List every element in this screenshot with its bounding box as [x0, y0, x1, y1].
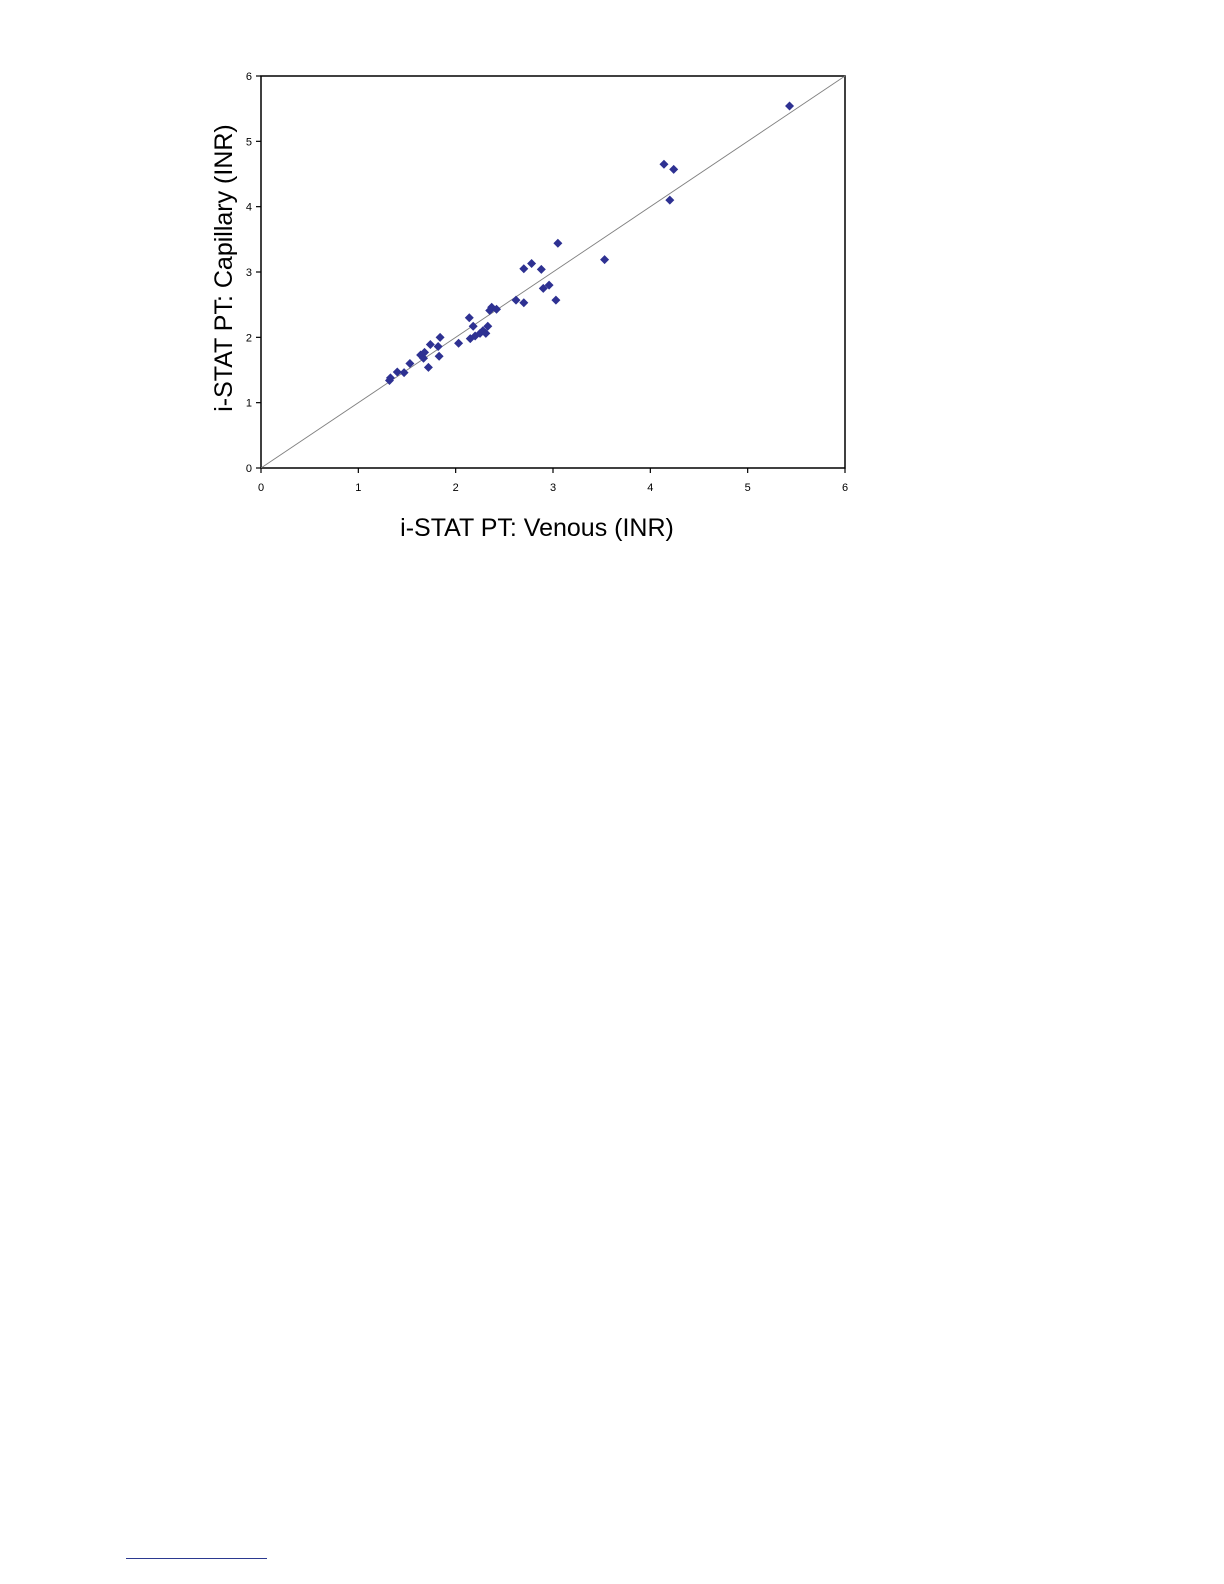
- y-axis: 0 1 2 3 4 5 6: [246, 71, 261, 475]
- data-point: [419, 353, 429, 363]
- data-point: [785, 101, 795, 111]
- footnote-rule: [126, 1558, 267, 1559]
- y-tick-label: 5: [246, 136, 252, 148]
- data-point: [434, 351, 444, 361]
- data-point: [544, 280, 554, 290]
- x-tick-label: 4: [647, 482, 653, 494]
- data-point: [433, 341, 443, 351]
- y-tick-label: 4: [246, 202, 252, 214]
- data-points: [384, 101, 795, 385]
- data-point: [659, 159, 669, 169]
- data-point: [423, 362, 433, 372]
- data-point: [536, 264, 546, 274]
- y-tick-label: 1: [246, 398, 252, 410]
- data-point: [600, 255, 610, 265]
- y-tick-label: 2: [246, 332, 252, 344]
- data-point: [435, 332, 445, 342]
- x-tick-label: 1: [355, 482, 361, 494]
- data-point: [527, 259, 537, 269]
- x-tick-label: 3: [550, 482, 556, 494]
- data-point: [538, 283, 548, 293]
- data-point: [669, 164, 679, 174]
- x-tick-label: 0: [258, 482, 264, 494]
- identity-reference-line: [260, 75, 846, 469]
- data-point: [420, 347, 430, 357]
- data-point: [468, 321, 478, 331]
- x-axis: 0 1 2 3 4 5 6: [258, 468, 848, 494]
- data-point: [553, 238, 563, 248]
- data-point: [385, 373, 395, 383]
- y-axis-title: i-STAT PT: Capillary (INR): [210, 124, 238, 412]
- data-point: [425, 340, 435, 350]
- data-point: [492, 304, 502, 314]
- data-point: [392, 367, 402, 377]
- x-tick-label: 2: [453, 482, 459, 494]
- data-point: [399, 368, 409, 378]
- data-point: [665, 195, 675, 205]
- x-axis-title: i-STAT PT: Venous (INR): [400, 514, 674, 542]
- data-point: [481, 328, 491, 338]
- data-point: [454, 338, 464, 348]
- data-point: [519, 298, 529, 308]
- y-tick-label: 0: [246, 463, 252, 475]
- data-point: [511, 295, 521, 305]
- data-point: [405, 358, 415, 368]
- data-point: [464, 313, 474, 323]
- data-point: [551, 295, 561, 305]
- x-tick-label: 6: [842, 482, 848, 494]
- y-tick-label: 6: [246, 71, 252, 83]
- data-point: [483, 321, 493, 331]
- data-point: [519, 264, 529, 274]
- x-tick-label: 5: [745, 482, 751, 494]
- y-tick-label: 3: [246, 267, 252, 279]
